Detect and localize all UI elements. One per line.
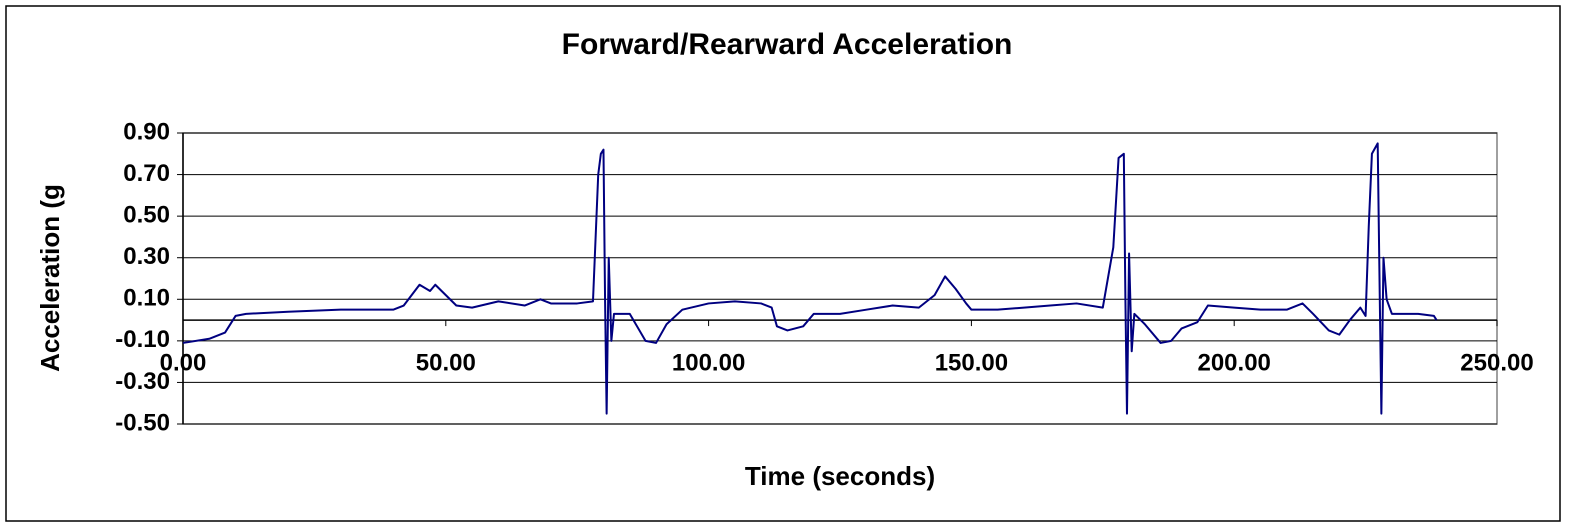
x-tick-label: 150.00 xyxy=(935,349,1008,376)
x-tick-label: 0.00 xyxy=(160,349,207,376)
y-tick-label: 0.70 xyxy=(123,160,170,187)
y-tick-label: -0.30 xyxy=(115,368,170,395)
x-tick-label: 200.00 xyxy=(1197,349,1270,376)
y-tick-label: 0.10 xyxy=(123,285,170,312)
y-axis-title: Acceleration (g xyxy=(35,184,65,372)
data-line xyxy=(182,142,1438,415)
x-tick-label: 100.00 xyxy=(672,349,745,376)
x-axis-title: Time (seconds) xyxy=(745,461,935,491)
chart-title: Forward/Rearward Acceleration xyxy=(562,28,1013,61)
y-tick-label: 0.90 xyxy=(123,118,170,145)
x-tick-label: 250.00 xyxy=(1460,349,1533,376)
y-tick-label: 0.50 xyxy=(123,201,170,228)
plot-area xyxy=(182,132,1498,425)
y-tick-label: -0.10 xyxy=(115,326,170,353)
y-tick-label: -0.50 xyxy=(115,409,170,436)
x-tick-label: 50.00 xyxy=(416,349,476,376)
y-tick-label: 0.30 xyxy=(123,243,170,270)
